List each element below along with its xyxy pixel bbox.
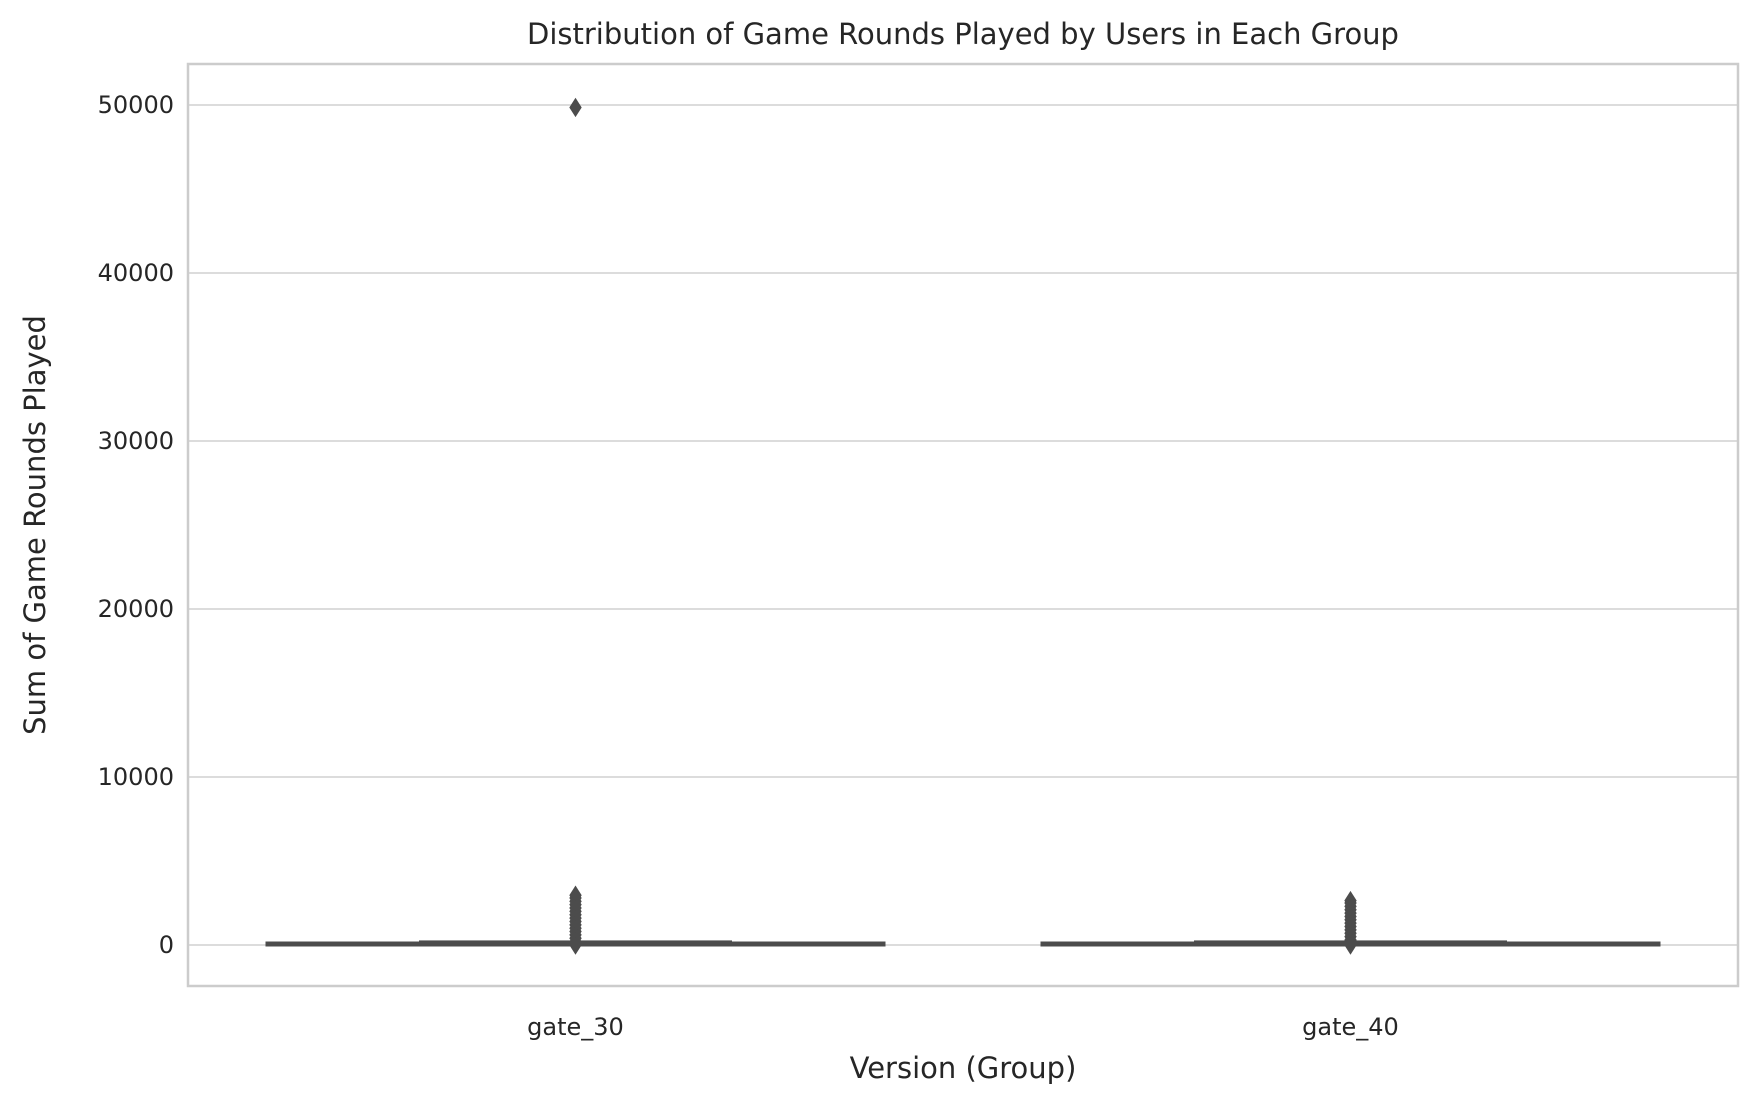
- y-tick-label-50000: 50000: [98, 91, 174, 119]
- y-tick-label-30000: 30000: [98, 427, 174, 455]
- y-tick-label-40000: 40000: [98, 259, 174, 287]
- chart-title: Distribution of Game Rounds Played by Us…: [527, 17, 1399, 51]
- x-axis-label: Version (Group): [850, 1051, 1077, 1085]
- y-axis-label: Sum of Game Rounds Played: [18, 315, 52, 735]
- outlier-marker-gate_40-13: [1344, 935, 1357, 955]
- box-group-gate_30: [265, 97, 886, 955]
- boxes: [265, 97, 1661, 955]
- y-tick-labels: 0 10000 20000 30000 40000 50000: [98, 91, 174, 959]
- x-tick-label-gate_30: gate_30: [527, 1013, 624, 1041]
- x-tick-label-gate_40: gate_40: [1302, 1013, 1399, 1041]
- x-tick-labels: gate_30 gate_40: [527, 1013, 1399, 1041]
- y-tick-label-20000: 20000: [98, 595, 174, 623]
- outlier-marker-gate_30-0: [569, 97, 582, 118]
- gridlines: [188, 104, 1738, 946]
- y-tick-label-10000: 10000: [98, 763, 174, 791]
- box-group-gate_40: [1040, 890, 1661, 955]
- y-tick-label-0: 0: [159, 931, 174, 959]
- plot-frame: [186, 62, 1740, 988]
- outlier-marker-gate_30-16: [569, 935, 582, 955]
